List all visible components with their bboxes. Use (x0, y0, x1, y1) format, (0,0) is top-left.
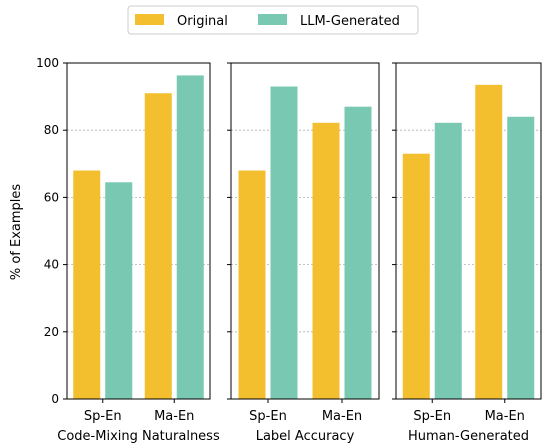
panel-frame (230, 62, 380, 400)
bar-original-ma-en (312, 122, 340, 400)
panel-label: Human-Generated (408, 429, 529, 444)
x-tick-label: Ma-En (322, 409, 362, 424)
legend-label-1: Original (177, 14, 228, 29)
x-tick-label: Ma-En (154, 409, 194, 424)
y-tick-label: 20 (44, 325, 59, 339)
bar-llm-generated-ma-en (344, 106, 372, 400)
y-tick-label: 100 (36, 56, 59, 70)
bar-original-sp-en (402, 153, 430, 399)
bar-original-sp-en (238, 170, 266, 399)
bar-llm-generated-ma-en (176, 75, 204, 399)
x-tick-label: Sp-En (413, 409, 451, 424)
bar-llm-generated-sp-en (434, 122, 462, 400)
panel-label: Label Accuracy (256, 429, 355, 444)
panel-1: 0 20 40 60 80 100 Sp-En Ma-En Code-Mixing Natura… (36, 56, 220, 444)
y-tick-label: 0 (51, 392, 59, 406)
y-tick-label: 60 (44, 190, 59, 204)
legend-label-2: LLM-Generated (300, 14, 400, 29)
legend-swatch-2 (258, 14, 287, 25)
legend-swatch-1 (135, 14, 164, 25)
bar-original-ma-en (475, 84, 503, 399)
bar-llm-generated-sp-en (270, 86, 298, 400)
bar-original-sp-en (73, 170, 101, 399)
panel-3: Sp-En Ma-En Human-Generated (392, 62, 542, 444)
x-tick-label: Sp-En (84, 409, 122, 424)
bar-llm-generated-sp-en (105, 182, 133, 399)
legend: Original LLM-Generated (127, 5, 419, 35)
bar-llm-generated-ma-en (507, 116, 535, 399)
y-tick-label: 40 (44, 258, 59, 272)
panels: 0 20 40 60 80 100 Sp-En Ma-En Code-Mixing Natura… (36, 56, 542, 444)
y-tick-label: 80 (44, 123, 59, 137)
x-tick-label: Sp-En (249, 409, 287, 424)
bar-original-ma-en (144, 93, 172, 400)
x-tick-label: Ma-En (485, 409, 525, 424)
panel-label: Code-Mixing Naturalness (57, 429, 220, 444)
panel-frame (395, 62, 542, 400)
y-axis-label: % of Examples (9, 184, 24, 281)
panel-frame (66, 62, 211, 400)
panel-2: Sp-En Ma-En Label Accuracy (227, 62, 380, 444)
